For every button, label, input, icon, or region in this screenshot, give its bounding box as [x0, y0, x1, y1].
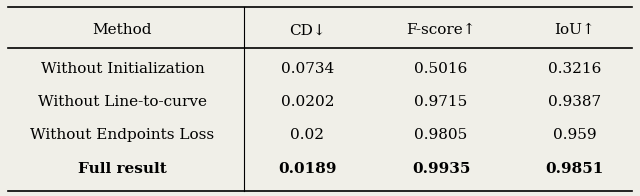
Text: 0.9387: 0.9387: [548, 95, 602, 109]
Text: 0.9805: 0.9805: [415, 128, 468, 142]
Text: 0.02: 0.02: [291, 128, 324, 142]
Text: 0.0734: 0.0734: [280, 62, 334, 76]
Text: 0.3216: 0.3216: [548, 62, 602, 76]
Text: F-score↑: F-score↑: [406, 23, 476, 37]
Text: 0.9715: 0.9715: [415, 95, 468, 109]
Text: IoU↑: IoU↑: [554, 23, 595, 37]
Text: Without Initialization: Without Initialization: [40, 62, 204, 76]
Text: CD↓: CD↓: [289, 23, 326, 37]
Text: Full result: Full result: [78, 162, 167, 176]
Text: Method: Method: [93, 23, 152, 37]
Text: 0.5016: 0.5016: [414, 62, 468, 76]
Text: 0.9935: 0.9935: [412, 162, 470, 176]
Text: Without Line-to-curve: Without Line-to-curve: [38, 95, 207, 109]
Text: 0.0189: 0.0189: [278, 162, 337, 176]
Text: Without Endpoints Loss: Without Endpoints Loss: [30, 128, 214, 142]
Text: 0.9851: 0.9851: [546, 162, 604, 176]
Text: 0.959: 0.959: [553, 128, 596, 142]
Text: 0.0202: 0.0202: [280, 95, 334, 109]
